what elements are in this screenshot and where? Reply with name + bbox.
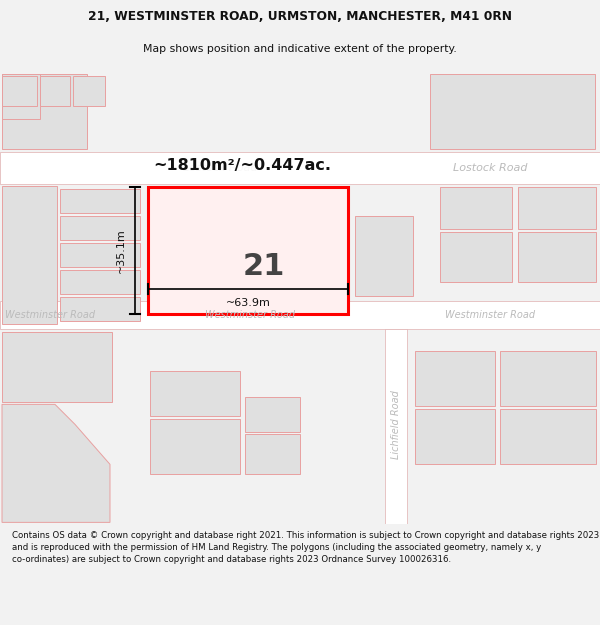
Bar — [245, 434, 300, 474]
Bar — [2, 76, 37, 106]
Bar — [518, 232, 596, 282]
Bar — [430, 74, 595, 149]
Bar — [355, 216, 413, 296]
Text: ~35.1m: ~35.1m — [116, 229, 126, 273]
Bar — [2, 186, 57, 324]
Text: Lostock Road: Lostock Road — [183, 163, 257, 173]
Bar — [150, 419, 240, 474]
Bar — [2, 74, 87, 149]
Bar — [245, 398, 300, 432]
Bar — [440, 232, 512, 282]
Bar — [415, 351, 495, 406]
Bar — [500, 351, 596, 406]
Text: Westminster Road: Westminster Road — [205, 311, 295, 321]
Bar — [60, 243, 140, 268]
Bar — [60, 216, 140, 241]
Bar — [518, 188, 596, 229]
Bar — [40, 76, 70, 106]
Bar — [0, 301, 600, 329]
Bar — [150, 371, 240, 416]
Bar — [2, 332, 112, 402]
Text: Lichfield Road: Lichfield Road — [391, 390, 401, 459]
Text: ~1810m²/~0.447ac.: ~1810m²/~0.447ac. — [153, 158, 331, 173]
Text: Contains OS data © Crown copyright and database right 2021. This information is : Contains OS data © Crown copyright and d… — [12, 531, 599, 564]
Bar — [148, 188, 348, 314]
Text: 21: 21 — [243, 252, 285, 281]
Bar — [60, 271, 140, 294]
Bar — [385, 329, 407, 524]
Text: Westminster Road: Westminster Road — [5, 311, 95, 321]
Bar — [0, 152, 600, 184]
Bar — [500, 409, 596, 464]
Bar — [2, 74, 40, 119]
Polygon shape — [2, 404, 110, 522]
Bar — [60, 298, 140, 321]
Text: Westminster Road: Westminster Road — [445, 311, 535, 321]
Text: ~63.9m: ~63.9m — [226, 298, 271, 308]
Bar — [440, 188, 512, 229]
Text: Lostock Road: Lostock Road — [453, 163, 527, 173]
Text: Map shows position and indicative extent of the property.: Map shows position and indicative extent… — [143, 44, 457, 54]
Text: 21, WESTMINSTER ROAD, URMSTON, MANCHESTER, M41 0RN: 21, WESTMINSTER ROAD, URMSTON, MANCHESTE… — [88, 10, 512, 23]
Bar — [60, 189, 140, 213]
Bar — [415, 409, 495, 464]
Bar — [73, 76, 105, 106]
